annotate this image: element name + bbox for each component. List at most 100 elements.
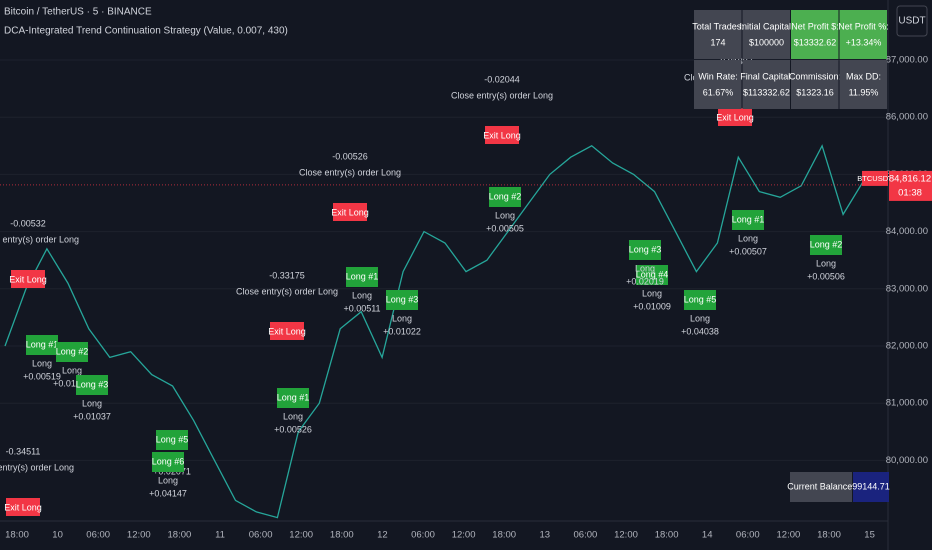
balance-label: Current Balance: (787, 481, 855, 491)
stats-label: Max DD: (846, 71, 881, 81)
x-tick-label: 12:00 (289, 530, 313, 541)
symbol-tag: BTCUSDT (857, 174, 893, 183)
stats-cell (694, 60, 742, 109)
entry-pnl: +0.00507 (729, 246, 767, 256)
entry-box (684, 290, 716, 310)
entry-side: Long (635, 263, 655, 273)
entry-label: Long #4 (636, 269, 669, 279)
entry-pnl: +0.00511 (343, 303, 380, 313)
entry-box (26, 335, 58, 355)
x-tick-label: 12:00 (614, 530, 638, 541)
x-tick-label: 18:00 (492, 530, 516, 541)
entry-pnl: +0.01037 (73, 411, 111, 421)
exit-box (11, 270, 45, 288)
exit-box (718, 108, 752, 126)
entry-box (277, 388, 309, 408)
exit-label: Exit Long (268, 326, 306, 336)
symbol-title: Bitcoin / TetherUS · 5 · BINANCE (4, 7, 152, 18)
stats-label: Net Profit %: (838, 21, 889, 31)
entry-label: Long #1 (26, 339, 59, 349)
entry-label: Long #5 (156, 434, 189, 444)
exit-note: Close entry(s) order Long (236, 286, 338, 296)
x-tick-label: 12:00 (452, 530, 476, 541)
entry-side: Long (158, 475, 178, 485)
y-tick-label: 86,000.00 (886, 112, 928, 123)
stats-value: 11.95% (849, 87, 879, 97)
x-tick-label: 15 (864, 530, 875, 541)
entry-side: Long (82, 398, 102, 408)
entry-pnl: +0.04147 (149, 488, 187, 498)
entry-pnl: +0.00526 (274, 424, 312, 434)
exit-pnl: -0.34511 (6, 446, 41, 456)
stats-value: $13332.62 (794, 37, 837, 47)
exit-note: Close entry(s) order Long (299, 167, 401, 177)
stats-label: Initial Capital: (739, 21, 793, 31)
exit-pnl: -0.02044 (484, 74, 520, 84)
currency[interactable]: USDT (898, 16, 925, 27)
last-price-box (889, 170, 932, 201)
y-tick-label: 80,000.00 (886, 455, 928, 466)
strategy-title: DCA-Integrated Trend Continuation Strate… (4, 26, 288, 37)
entry-label: Long #5 (684, 294, 717, 304)
entry-pnl: +0.00506 (807, 271, 845, 281)
entry-pnl: +0.01022 (383, 326, 421, 336)
x-tick-label: 06:00 (86, 530, 110, 541)
entry-side: Long (816, 258, 836, 268)
last-price: 84,816.12 (889, 173, 931, 184)
entry-pnl: +0.00519 (23, 371, 61, 381)
entry-label: Long #1 (346, 271, 379, 281)
exit-box (333, 203, 367, 221)
y-tick-label: 83,000.00 (886, 283, 928, 294)
stats-cell (839, 60, 887, 109)
entry-box (810, 235, 842, 255)
exit-note: Close entry(s) order Long (0, 234, 79, 244)
x-tick-label: 12 (377, 530, 388, 541)
entry-box (76, 375, 108, 395)
stats-cell (791, 10, 839, 59)
stats-label: Net Profit $: (791, 21, 839, 31)
exit-box (270, 322, 304, 340)
x-tick-label: 13 (540, 530, 551, 541)
stats-label: Total Trades: (692, 21, 744, 31)
x-tick-label: 18:00 (5, 530, 29, 541)
entry-label: Long #3 (629, 244, 662, 254)
stats-value: $113332.62 (743, 87, 790, 97)
entry-pnl: +0.01009 (633, 301, 671, 311)
exit-note: Close entry(s) order Long (0, 462, 74, 472)
currency-button[interactable] (896, 5, 928, 37)
x-tick-label: 18:00 (817, 530, 841, 541)
entry-label: Long #1 (277, 392, 310, 402)
x-tick-label: 12:00 (127, 530, 151, 541)
stats-cell (839, 10, 887, 59)
entry-side: Long (352, 290, 372, 300)
entry-box (489, 187, 521, 207)
entry-label: Long #2 (56, 346, 89, 356)
entry-side: Long (32, 358, 52, 368)
entry-label: Long #1 (732, 214, 765, 224)
x-tick-label: 18:00 (168, 530, 192, 541)
exit-label: Exit Long (4, 502, 42, 512)
exit-label: Exit Long (331, 207, 369, 217)
entry-side: Long (642, 288, 662, 298)
y-tick-label: 84,000.00 (886, 226, 928, 237)
exit-pnl: -0.00526 (332, 151, 368, 161)
stats-value: $1323.16 (796, 87, 834, 97)
entry-side: Long (283, 411, 303, 421)
entry-pnl: +0.04038 (681, 326, 719, 336)
entry-side: Long (738, 233, 758, 243)
x-tick-label: 12:00 (777, 530, 801, 541)
entry-box (629, 240, 661, 260)
x-tick-label: 10 (52, 530, 63, 541)
balance-value-box (853, 472, 889, 502)
entry-box (346, 267, 378, 287)
x-tick-label: 06:00 (249, 530, 273, 541)
balance-label-box (790, 472, 852, 502)
entry-label: Long #3 (386, 294, 419, 304)
entry-box (156, 430, 188, 450)
entry-side: Long (690, 313, 710, 323)
entry-side: Long (392, 313, 412, 323)
exit-box (6, 498, 40, 516)
stats-label: Win Rate: (698, 71, 738, 81)
exit-label: Exit Long (483, 130, 521, 140)
stats-value: +13.34% (846, 37, 882, 47)
